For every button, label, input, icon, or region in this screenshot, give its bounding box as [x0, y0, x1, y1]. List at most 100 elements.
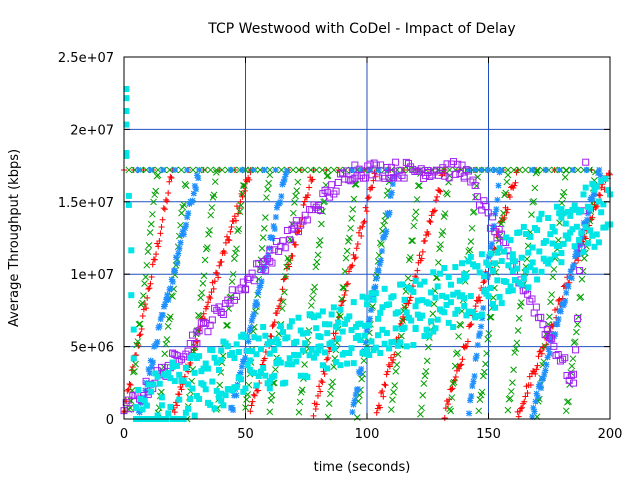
data-point	[277, 199, 284, 206]
data-point	[364, 301, 370, 308]
data-point	[218, 390, 225, 397]
data-point	[359, 293, 366, 300]
data-point	[246, 327, 253, 334]
data-point	[598, 178, 605, 185]
data-point	[386, 345, 393, 352]
data-point	[567, 212, 574, 219]
data-point	[307, 166, 314, 174]
data-point	[244, 347, 251, 354]
data-point	[253, 298, 260, 305]
data-point	[452, 373, 459, 380]
data-point	[549, 240, 556, 247]
data-point	[467, 397, 474, 404]
data-point	[235, 225, 243, 233]
data-point	[249, 398, 256, 405]
data-point	[583, 219, 590, 226]
data-point	[283, 226, 291, 234]
data-point	[368, 338, 375, 345]
data-point	[562, 297, 569, 304]
data-point	[144, 248, 152, 255]
data-point	[503, 278, 510, 285]
data-point	[341, 349, 348, 356]
data-point	[347, 224, 354, 232]
data-point	[469, 176, 477, 184]
data-point	[419, 248, 426, 255]
data-point	[474, 341, 481, 348]
data-point	[361, 332, 368, 339]
data-point	[240, 388, 247, 395]
data-point	[328, 181, 336, 189]
data-point	[214, 270, 221, 277]
data-point	[459, 356, 466, 363]
data-point	[526, 297, 534, 305]
data-point	[146, 370, 153, 377]
data-point	[303, 194, 310, 201]
data-point	[464, 338, 471, 345]
data-point	[286, 323, 293, 330]
data-point	[150, 381, 157, 388]
data-point	[476, 201, 484, 209]
data-point	[178, 386, 185, 393]
data-point	[343, 281, 350, 288]
data-point	[375, 166, 382, 173]
data-point	[357, 370, 364, 377]
data-point	[542, 238, 549, 245]
data-point	[377, 404, 384, 411]
data-point	[534, 362, 541, 369]
data-point	[138, 299, 146, 307]
data-point	[419, 391, 427, 399]
data-point	[372, 290, 379, 297]
data-point	[558, 206, 565, 213]
data-point	[550, 342, 558, 350]
data-point	[335, 319, 342, 326]
series-4	[120, 158, 590, 415]
data-point	[324, 365, 331, 372]
data-point	[186, 340, 194, 348]
data-point	[227, 166, 234, 173]
data-point	[522, 166, 529, 174]
data-point	[500, 248, 507, 255]
data-point	[148, 388, 155, 395]
data-point	[498, 300, 505, 307]
data-point	[543, 325, 551, 333]
data-point	[310, 314, 317, 321]
data-point	[569, 226, 576, 233]
data-point	[391, 382, 399, 389]
data-point	[485, 329, 493, 337]
data-point	[471, 181, 479, 189]
data-point	[492, 260, 499, 267]
data-point	[497, 230, 505, 238]
data-point	[572, 346, 580, 354]
data-point	[350, 360, 357, 367]
x-tick-label: 100	[355, 427, 380, 442]
data-point	[280, 328, 287, 335]
data-point	[559, 192, 567, 200]
data-point	[372, 161, 380, 169]
data-point	[576, 267, 584, 275]
data-point	[167, 285, 174, 292]
data-point	[242, 385, 249, 392]
data-point	[452, 310, 459, 317]
data-point	[183, 221, 190, 228]
data-point	[485, 293, 492, 300]
data-point	[131, 368, 138, 375]
data-point	[432, 197, 439, 204]
data-point	[229, 404, 236, 411]
data-point	[467, 238, 475, 245]
data-point	[542, 166, 549, 173]
data-point	[370, 296, 377, 303]
data-point	[390, 356, 397, 363]
data-point	[500, 209, 507, 217]
data-point	[218, 347, 225, 354]
data-point	[137, 331, 144, 338]
data-point	[527, 233, 534, 240]
data-point	[289, 166, 297, 174]
data-point	[227, 228, 234, 235]
data-point	[435, 259, 442, 266]
data-point	[426, 218, 433, 225]
data-point	[383, 164, 391, 172]
data-point	[244, 275, 252, 283]
data-point	[219, 310, 227, 318]
data-point	[191, 340, 199, 348]
data-point	[248, 402, 255, 409]
